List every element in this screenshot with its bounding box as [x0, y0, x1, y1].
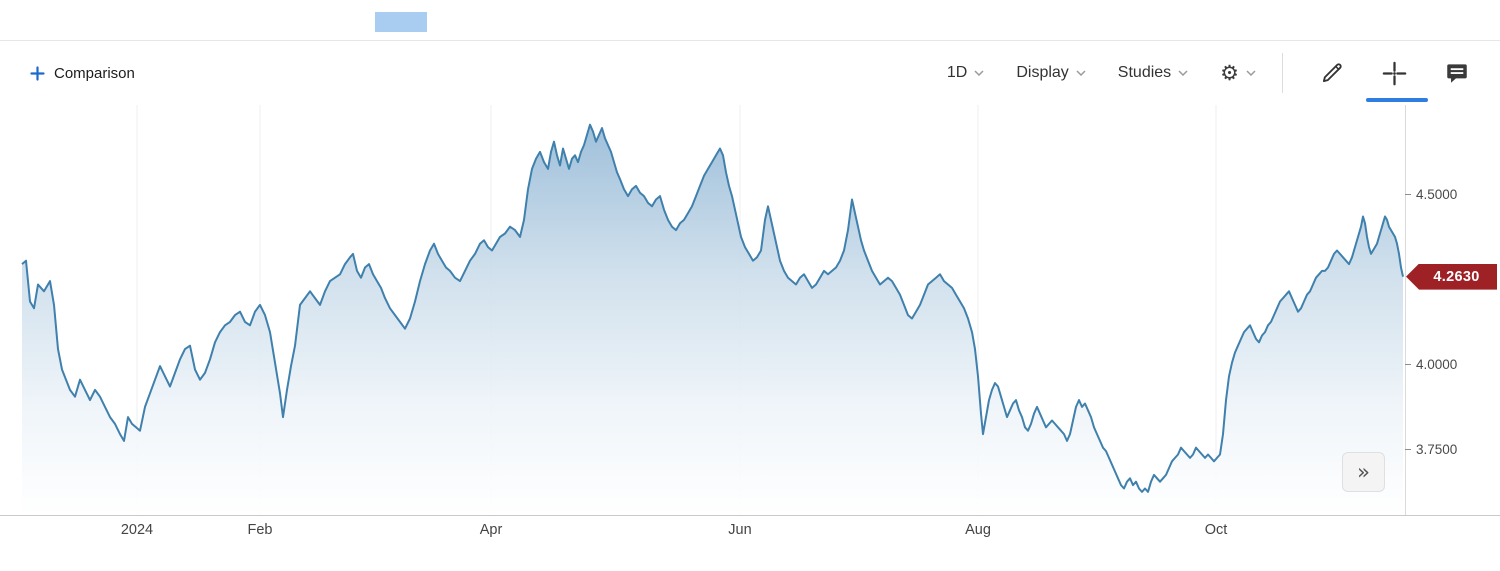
comments-button[interactable] — [1444, 60, 1470, 86]
y-axis-label: 3.7500 — [1405, 442, 1457, 457]
toolbar-divider-line — [0, 40, 1500, 41]
pencil-icon — [1322, 63, 1342, 83]
studies-label: Studies — [1117, 64, 1172, 81]
gear-icon: ⚙ — [1220, 60, 1239, 85]
comparison-label: Comparison — [54, 64, 135, 82]
x-axis-line — [0, 515, 1500, 516]
y-axis-label: 4.0000 — [1405, 357, 1457, 372]
price-chart-canvas[interactable] — [0, 105, 1405, 515]
current-price-value: 4.2630 — [1433, 268, 1480, 285]
studies-menu[interactable]: Studies — [1118, 64, 1188, 82]
y-axis-line — [1405, 105, 1406, 515]
display-label: Display — [1016, 64, 1069, 81]
chart-toolbar: Comparison 1D Display Studies — [0, 41, 1500, 105]
chevron-down-icon — [1246, 70, 1256, 76]
chevron-down-icon — [1076, 70, 1086, 76]
top-toolbar-highlight — [375, 12, 427, 32]
add-comparison-button[interactable]: Comparison — [30, 65, 135, 82]
periodicity-label: 1D — [946, 64, 968, 81]
x-axis-label: Feb — [247, 522, 273, 538]
settings-menu[interactable]: ⚙ — [1220, 60, 1256, 85]
expand-panel-button[interactable]: » — [1342, 452, 1385, 492]
plus-icon — [30, 65, 45, 81]
current-price-badge: 4.2630 — [1406, 263, 1497, 290]
y-axis-label: 4.5000 — [1405, 187, 1457, 202]
draw-tool-button[interactable] — [1319, 60, 1345, 86]
price-line — [21, 123, 1404, 493]
x-axis-label: 2024 — [120, 522, 154, 538]
double-chevron-right-icon: » — [1357, 460, 1370, 484]
y-axis[interactable]: 4.5000 4.0000 3.7500 — [1405, 105, 1500, 515]
active-tool-indicator — [1366, 98, 1428, 102]
x-axis-label: Apr — [479, 522, 503, 538]
periodicity-menu[interactable]: 1D — [947, 64, 984, 82]
display-menu[interactable]: Display — [1016, 64, 1086, 82]
chevron-down-icon — [974, 70, 984, 76]
chat-icon — [1447, 64, 1467, 83]
crosshair-icon — [1382, 61, 1407, 85]
x-axis[interactable]: 2024 Feb Apr Jun Aug Oct — [0, 522, 1405, 548]
x-axis-label: Jun — [728, 522, 752, 538]
x-axis-label: Aug — [965, 522, 991, 538]
toolbar-section-divider — [1282, 53, 1283, 93]
crosshair-tool-button[interactable] — [1381, 60, 1408, 87]
chevron-down-icon — [1178, 70, 1188, 76]
x-axis-label: Oct — [1204, 522, 1228, 538]
price-area-fill — [22, 124, 1403, 515]
